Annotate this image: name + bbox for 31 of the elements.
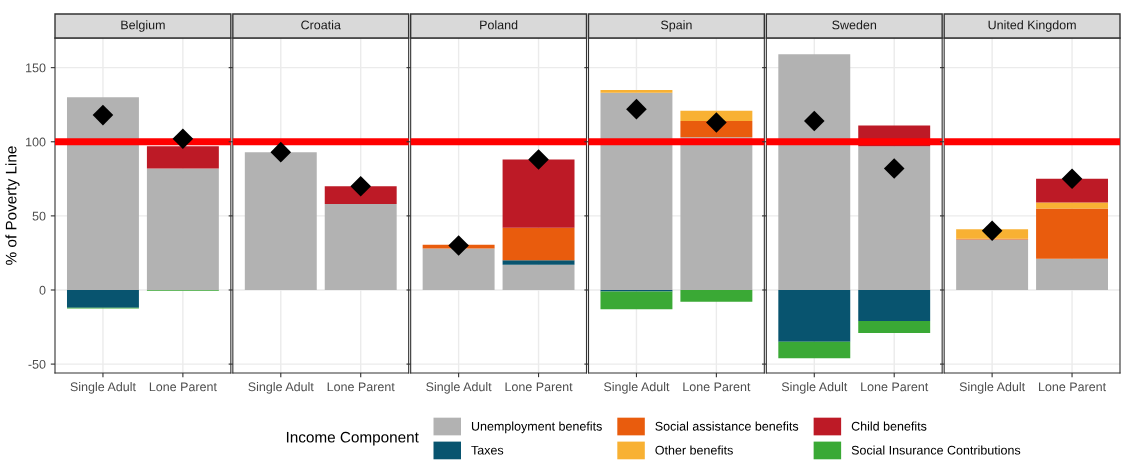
- y-tick-label: 0: [39, 285, 46, 295]
- x-tick-label: Single Adult: [959, 382, 1026, 394]
- chart-title: Poland: [480, 20, 518, 30]
- legend-label: Social assistance benefits: [655, 421, 799, 431]
- y-tick-label: 150: [26, 63, 46, 73]
- x-tick-label: Lone Parent: [683, 382, 751, 392]
- chart-title: Sweden: [832, 20, 877, 30]
- y-axis-title: % of Poverty Line: [5, 146, 20, 265]
- x-tick-label: Single Adult: [781, 382, 848, 394]
- x-tick-label: Single Adult: [604, 382, 670, 394]
- x-tick-label: Lone Parent: [861, 382, 929, 392]
- legend-label: Other benefits: [655, 445, 733, 455]
- chart-title: Croatia: [301, 20, 341, 30]
- y-tick-label: -50: [28, 359, 46, 369]
- legend-label: Social Insurance Contributions: [851, 445, 1021, 455]
- x-tick-label: Lone Parent: [505, 382, 573, 392]
- x-tick-label: Lone Parent: [1039, 382, 1107, 392]
- x-tick-label: Single Adult: [70, 382, 136, 394]
- x-tick-label: Single Adult: [248, 382, 314, 394]
- chart-title: United Kingdom: [988, 20, 1076, 32]
- legend-label: Unemployment benefits: [471, 421, 602, 434]
- legend-label: Taxes: [471, 445, 504, 455]
- chart-title: Spain: [661, 20, 692, 32]
- x-tick-label: Lone Parent: [149, 382, 217, 392]
- x-tick-label: Single Adult: [426, 382, 492, 394]
- y-tick-label: 50: [32, 211, 46, 221]
- y-tick-label: 100: [26, 137, 46, 147]
- x-tick-label: Lone Parent: [327, 382, 395, 392]
- chart-title: Belgium: [121, 20, 165, 32]
- legend-title: Income Component: [286, 431, 419, 446]
- legend-label: Child benefits: [851, 421, 927, 431]
